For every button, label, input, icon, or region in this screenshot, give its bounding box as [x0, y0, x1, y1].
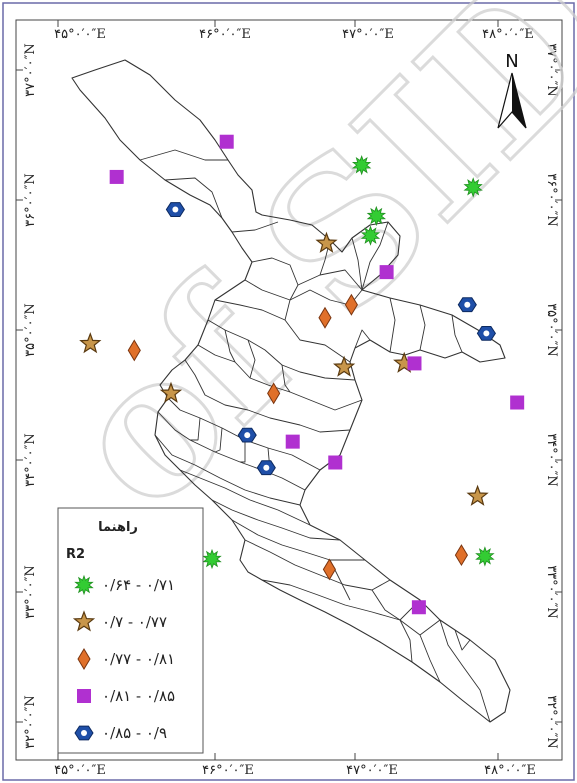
station-marker-orange-star [332, 355, 356, 377]
graticule-top: ۴۵°٠′٠″E ۴۶°٠′٠″E ۴۷°٠′٠″E ۴۸°٠′٠″E [54, 27, 534, 42]
lon-label-bottom-2: ۴۶°٠′٠″E [202, 763, 254, 778]
station-marker-orange-diamond [454, 544, 469, 567]
station-marker-orange-diamond [127, 339, 141, 362]
legend-subtitle: R2 [66, 547, 85, 562]
graticule-right: ۳۷°٠′٠″N ۳۶°٠′٠″N ۳۵°٠′٠″N ۳۴°٠′٠″N ۳۳°٠… [544, 43, 559, 749]
legend-label: ٠/۸۱ - ٠/۸۵ [102, 687, 175, 705]
station-marker-blue-hexagon [256, 460, 276, 476]
legend-title: راهنما [98, 520, 138, 535]
station-marker-orange-diamond [344, 293, 358, 316]
lat-label-left-1: ۳۷°٠′٠″N [23, 43, 38, 97]
lat-label-right-6: ۳۲°٠′٠″N [544, 695, 559, 749]
station-marker-orange-star [79, 332, 102, 354]
station-marker-purple-square [510, 395, 525, 410]
station-marker-purple-square [379, 265, 394, 280]
lat-label-right-2: ۳۶°٠′٠″N [544, 173, 559, 227]
station-marker-blue-hexagon [457, 297, 477, 313]
legend-box [57, 507, 204, 754]
station-marker-green-burst [360, 225, 381, 246]
legend-symbol-purple-square [77, 689, 91, 703]
north-arrow-label: N [505, 51, 518, 72]
lat-label-right-1: ۳۷°٠′٠″N [544, 43, 559, 97]
legend-item: ٠/۸۱ - ٠/۸۵ [77, 687, 175, 705]
legend-label: ٠/۷۷ - ٠/۸۱ [102, 650, 175, 668]
lat-label-right-3: ۳۵°٠′٠″N [544, 303, 559, 357]
station-marker-orange-star [159, 381, 183, 403]
province-outline [71, 59, 511, 723]
lon-label-top-2: ۴۶°٠′٠″E [199, 27, 251, 42]
legend-item: ٠/۸۵ - ٠/۹ [74, 724, 167, 742]
lon-label-bottom-1: ۴۵°٠′٠″E [54, 763, 106, 778]
station-marker-purple-square [285, 434, 300, 449]
lon-label-bottom-3: ۴۷°٠′٠″E [346, 763, 398, 778]
station-marker-purple-square [219, 134, 234, 149]
station-marker-purple-square [411, 600, 426, 615]
station-marker-orange-diamond [318, 306, 332, 329]
station-marker-orange-diamond [322, 558, 336, 581]
station-marker-green-burst [475, 546, 495, 567]
station-marker-green-burst [366, 205, 387, 227]
legend-symbol-orange-star [72, 610, 96, 632]
legend-symbol-blue-hexagon [74, 725, 94, 741]
lon-label-top-1: ۴۵°٠′٠″E [54, 27, 106, 42]
station-marker-blue-hexagon [237, 427, 257, 443]
legend-symbol-green-burst [74, 574, 94, 596]
station-marker-orange-diamond [267, 382, 281, 405]
lat-label-left-3: ۳۵°٠′٠″N [23, 303, 38, 357]
station-marker-purple-square [407, 356, 422, 371]
station-markers [79, 134, 525, 615]
graticule-bottom: ۴۵°٠′٠″E ۴۶°٠′٠″E ۴۷°٠′٠″E ۴۸°٠′٠″E [54, 763, 536, 778]
graticule-left: ۳۷°٠′٠″N ۳۶°٠′٠″N ۳۵°٠′٠″N ۳۴°٠′٠″N ۳۳°٠… [23, 43, 38, 749]
lat-label-left-6: ۳۲°٠′٠″N [23, 695, 38, 749]
lat-label-right-4: ۳۴°٠′٠″N [544, 433, 559, 487]
station-marker-orange-star [466, 484, 489, 506]
lon-label-top-3: ۴۷°٠′٠″E [342, 27, 394, 42]
graticule-ticks [16, 20, 562, 760]
station-marker-blue-hexagon [476, 326, 496, 341]
legend-items: ٠/۶۴ - ٠/۷۱ ٠/۷ - ٠/۷۷ ٠/۷۷ - ٠/۸۱ ٠/۸۱ - ٠… [72, 574, 175, 742]
lat-label-left-4: ۳۴°٠′٠″N [23, 433, 38, 487]
legend: راهنما R2 ٠/۶۴ - ٠/۷۱ ٠/۷ - ٠/۷۷ ٠/۷۷ - ٠/… [57, 507, 204, 754]
station-marker-orange-star [315, 231, 338, 253]
lon-label-bottom-4: ۴۸°٠′٠″E [484, 763, 536, 778]
study-area-boundary [71, 59, 511, 723]
legend-item: ٠/۶۴ - ٠/۷۱ [74, 574, 175, 596]
station-marker-blue-hexagon [165, 202, 185, 217]
lat-label-left-5: ۳۳°٠′٠″N [23, 565, 38, 619]
station-marker-green-burst [351, 155, 372, 176]
map-neatline [15, 19, 563, 761]
subbasin-lines [139, 149, 491, 723]
north-arrow: N [497, 51, 527, 129]
legend-label: ٠/۷ - ٠/۷۷ [102, 613, 167, 631]
legend-label: ٠/۶۴ - ٠/۷۱ [102, 576, 175, 594]
legend-item: ٠/۷۷ - ٠/۸۱ [77, 648, 175, 670]
legend-item: ٠/۷ - ٠/۷۷ [72, 610, 167, 632]
legend-symbol-orange-diamond [77, 648, 91, 670]
lat-label-left-2: ۳۶°٠′٠″N [23, 173, 38, 227]
station-marker-green-burst [463, 177, 483, 198]
legend-label: ٠/۸۵ - ٠/۹ [102, 724, 167, 742]
lon-label-top-4: ۴۸°٠′٠″E [482, 27, 534, 42]
station-marker-green-burst [202, 548, 222, 570]
station-marker-purple-square [109, 169, 124, 184]
station-marker-purple-square [328, 455, 343, 470]
lat-label-right-5: ۳۳°٠′٠″N [544, 565, 559, 619]
